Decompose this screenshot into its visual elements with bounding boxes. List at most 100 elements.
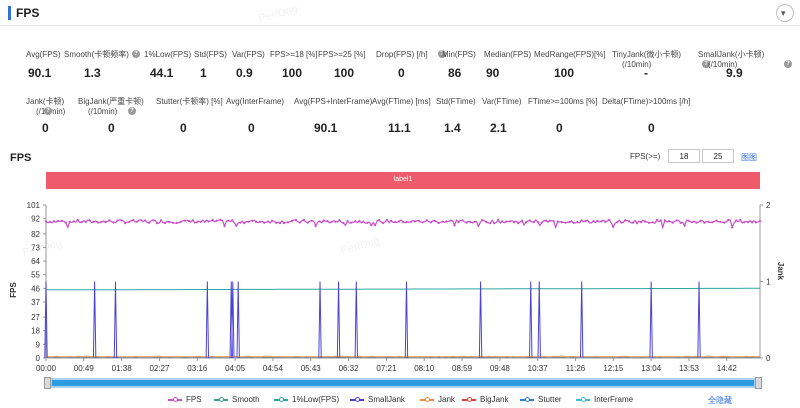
series-fps-point xyxy=(739,218,742,222)
metric-label: Var(FTime) xyxy=(482,97,522,106)
series-fps-point xyxy=(699,219,702,222)
legend-marker xyxy=(425,397,430,402)
x-tick-label: 01:38 xyxy=(112,364,133,373)
series-fps-point xyxy=(136,220,139,223)
y2-tick-label: 2 xyxy=(766,201,771,210)
series-fps-point xyxy=(568,220,571,224)
y-axis-title: FPS xyxy=(9,282,18,298)
series-fps-point xyxy=(263,221,266,224)
help-icon[interactable]: ? xyxy=(438,50,446,58)
series-fps-point xyxy=(477,224,480,227)
metric-label: FPS>=25 [%] xyxy=(318,50,366,59)
series-fps-point xyxy=(449,219,452,222)
series-fps-point xyxy=(727,218,730,222)
time-range-slider[interactable] xyxy=(44,377,762,389)
series-fps-point xyxy=(616,221,619,224)
help-icon[interactable]: ? xyxy=(128,107,136,115)
series-fps-point xyxy=(358,219,361,223)
series-1pct-low-line xyxy=(46,287,760,291)
series-fps-point xyxy=(302,218,305,222)
legend-link[interactable]: 图图 xyxy=(741,153,757,162)
series-fps-point xyxy=(489,222,492,225)
series-fps-point xyxy=(516,222,520,225)
fps-threshold-input-1[interactable] xyxy=(668,149,700,163)
range-handle-right[interactable] xyxy=(755,377,762,389)
panel-header: FPS ▾ xyxy=(0,0,800,26)
series-fps-point xyxy=(84,220,87,224)
series-smalljank-spike xyxy=(336,281,341,359)
series-fps-point xyxy=(207,220,210,223)
series-fps-point xyxy=(163,221,167,225)
metric-value: 100 xyxy=(334,66,355,80)
metric-r1-7: Drop(FPS) [/h]? 0 xyxy=(376,50,496,79)
series-fps-point xyxy=(378,219,381,222)
series-fps-point xyxy=(751,221,754,224)
series-fps-point xyxy=(159,219,163,222)
series-fps-point xyxy=(671,221,674,224)
series-fps-point xyxy=(191,219,194,222)
series-smalljank-spike xyxy=(44,281,48,359)
help-icon[interactable]: ? xyxy=(132,50,140,58)
series-fps-point xyxy=(255,220,258,223)
label-band[interactable]: label1 xyxy=(46,172,760,189)
series-fps-point xyxy=(259,220,262,223)
series-fps-point xyxy=(544,219,547,222)
metric-r2-1: BigJank(严重卡顿) (/10min)? 0 xyxy=(78,97,198,134)
series-fps-point xyxy=(588,221,591,224)
series-fps-point xyxy=(647,221,651,224)
metric-value: 100 xyxy=(554,66,575,80)
series-fps-point xyxy=(286,221,290,224)
range-handle-left[interactable] xyxy=(44,377,51,389)
help-icon[interactable]: ? xyxy=(702,60,710,68)
series-fps-point xyxy=(723,221,726,224)
series-fps-point xyxy=(758,220,762,223)
legend-label: Smooth xyxy=(232,395,260,404)
series-fps-point xyxy=(370,224,373,227)
metric-label: Jank(卡顿) xyxy=(26,97,65,106)
series-fps-point xyxy=(219,218,222,221)
series-fps-point xyxy=(735,219,738,222)
metric-value: 0 xyxy=(556,121,563,135)
series-smalljank-spike xyxy=(537,281,541,359)
series-fps-point xyxy=(76,218,79,221)
legend-label: 1%Low(FPS) xyxy=(292,395,340,404)
series-fps-point xyxy=(667,220,670,223)
series-fps-point xyxy=(235,224,238,227)
metric-value: 90.1 xyxy=(314,121,338,135)
help-icon[interactable]: ? xyxy=(44,107,52,115)
series-fps-point xyxy=(743,221,746,224)
metric-r1-6: FPS>=25 [%] 100 xyxy=(318,50,438,79)
metric-label: Delta(FTime)>100ms [/h] xyxy=(602,97,691,106)
series-fps-point xyxy=(635,222,639,225)
header-accent-bar xyxy=(8,6,11,20)
metric-value: 1.3 xyxy=(84,66,101,80)
metric-r1-4: Var(FPS) 0.9 xyxy=(232,50,352,79)
series-fps-point xyxy=(80,221,83,224)
series-fps-point xyxy=(156,222,159,225)
series-fps-point xyxy=(596,219,599,222)
metric-label: SmallJank(小卡顿) xyxy=(698,50,765,59)
series-fps-point xyxy=(374,224,377,227)
series-fps-point xyxy=(227,219,230,222)
metric-label: FPS>=18 [%] xyxy=(270,50,318,59)
metric-value: 86 xyxy=(448,66,462,80)
hide-all-link[interactable]: 全隐藏 xyxy=(708,396,732,405)
series-fps-point xyxy=(465,221,468,224)
legend-marker xyxy=(467,397,472,402)
series-fps-point xyxy=(318,220,321,223)
x-tick-label: 12:15 xyxy=(603,364,624,373)
series-fps-point xyxy=(655,218,659,222)
series-fps-point xyxy=(231,219,234,222)
series-smalljank-spike xyxy=(236,281,240,359)
x-tick-label: 02:27 xyxy=(149,364,170,373)
series-fps-point xyxy=(580,219,583,222)
series-fps-point xyxy=(687,219,690,222)
series-fps-point xyxy=(643,220,647,223)
x-tick-label: 05:43 xyxy=(301,364,322,373)
help-icon[interactable]: ? xyxy=(784,60,792,68)
series-fps-point xyxy=(199,220,202,223)
collapse-button[interactable]: ▾ xyxy=(776,4,794,22)
legend-marker xyxy=(355,397,360,402)
fps-threshold-input-2[interactable] xyxy=(702,149,734,163)
